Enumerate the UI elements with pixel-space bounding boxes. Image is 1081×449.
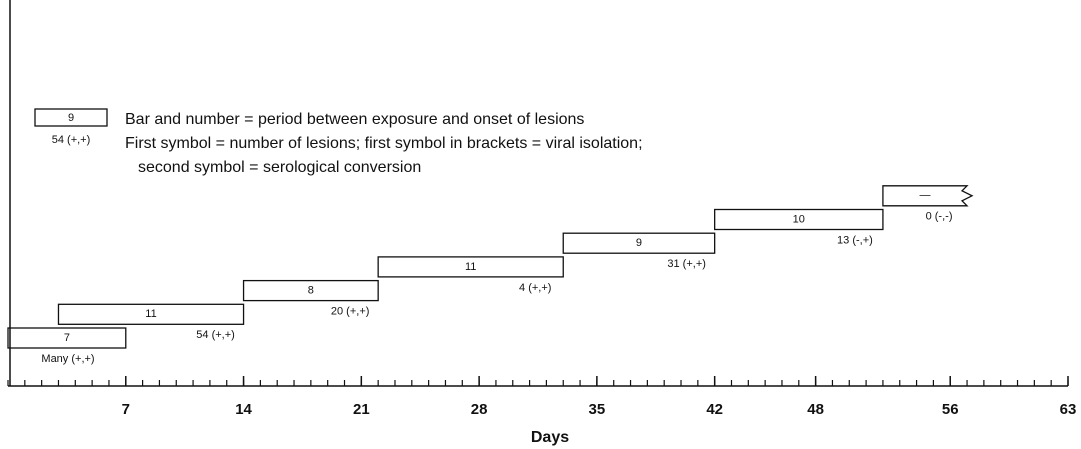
bar-caption: 13 (-,+) bbox=[837, 234, 873, 246]
bar bbox=[714, 208, 884, 231]
legend-line: second symbol = serological conversion bbox=[138, 159, 421, 176]
bar bbox=[57, 303, 245, 325]
x-tick-label: 14 bbox=[235, 401, 252, 418]
bar bbox=[882, 185, 974, 207]
bar-caption: 0 (-,-) bbox=[926, 211, 953, 223]
bar bbox=[242, 279, 379, 302]
legend-sample-bar bbox=[34, 108, 108, 127]
bar-label: — bbox=[919, 190, 930, 202]
bar-label: 11 bbox=[465, 261, 476, 273]
x-tick-label: 56 bbox=[942, 401, 959, 418]
bar-label: 11 bbox=[145, 308, 156, 320]
x-tick-label: 48 bbox=[807, 401, 824, 418]
bar-label: 7 bbox=[64, 332, 70, 344]
x-tick-label: 28 bbox=[471, 401, 488, 418]
bar bbox=[562, 232, 716, 254]
legend-sample-label: 9 bbox=[68, 112, 74, 124]
bar bbox=[7, 327, 127, 349]
bar-label: 8 bbox=[308, 285, 314, 297]
bar-label: 10 bbox=[793, 213, 805, 225]
legend-line: First symbol = number of lesions; first … bbox=[125, 135, 643, 152]
x-tick-label: 35 bbox=[589, 401, 606, 418]
bar-caption: 54 (+,+) bbox=[196, 329, 235, 341]
x-tick-label: 42 bbox=[706, 401, 723, 418]
bar-caption: Many (+,+) bbox=[41, 353, 94, 365]
x-tick-label: 21 bbox=[353, 401, 370, 418]
bar-label: 9 bbox=[636, 237, 642, 249]
legend-line: Bar and number = period between exposure… bbox=[125, 111, 584, 128]
bar-caption: 20 (+,+) bbox=[331, 306, 370, 318]
bar-caption: 4 (+,+) bbox=[519, 282, 551, 294]
legend-sample-caption: 54 (+,+) bbox=[52, 134, 91, 146]
bar bbox=[377, 256, 564, 278]
x-tick-label: 63 bbox=[1060, 401, 1077, 418]
bar-caption: 31 (+,+) bbox=[667, 258, 706, 270]
x-tick-label: 7 bbox=[122, 401, 130, 418]
x-axis-label: Days bbox=[531, 429, 569, 446]
